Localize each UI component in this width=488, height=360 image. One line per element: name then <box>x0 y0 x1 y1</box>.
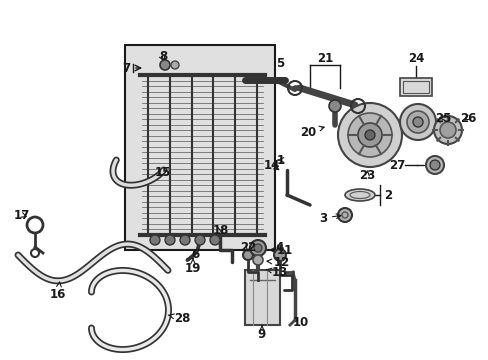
Text: 12: 12 <box>266 256 289 269</box>
Text: 16: 16 <box>50 282 66 302</box>
Circle shape <box>150 235 160 245</box>
Circle shape <box>328 100 340 112</box>
Circle shape <box>364 130 374 140</box>
Text: 28: 28 <box>168 311 190 324</box>
Text: 7: 7 <box>122 62 130 75</box>
Bar <box>399 78 431 96</box>
Circle shape <box>425 156 443 174</box>
Text: 4: 4 <box>275 240 284 253</box>
Text: 19: 19 <box>184 258 201 274</box>
Text: 6: 6 <box>190 248 199 261</box>
Circle shape <box>439 122 455 138</box>
Circle shape <box>253 244 262 252</box>
Circle shape <box>160 60 170 70</box>
Text: 25: 25 <box>434 112 450 125</box>
Text: 13: 13 <box>266 266 287 279</box>
Text: 10: 10 <box>292 315 308 328</box>
Ellipse shape <box>345 189 374 201</box>
Text: 27: 27 <box>388 158 404 171</box>
Circle shape <box>171 61 179 69</box>
Text: 18: 18 <box>212 224 229 237</box>
Text: 22: 22 <box>240 240 256 253</box>
Text: 1: 1 <box>276 153 285 166</box>
Circle shape <box>180 235 190 245</box>
Circle shape <box>429 160 439 170</box>
Circle shape <box>273 249 285 261</box>
Bar <box>402 81 428 93</box>
Circle shape <box>164 235 175 245</box>
Text: 24: 24 <box>407 51 423 64</box>
Text: 11: 11 <box>269 243 292 257</box>
Text: 3: 3 <box>318 212 340 225</box>
Circle shape <box>347 113 391 157</box>
Circle shape <box>357 123 381 147</box>
Circle shape <box>195 235 204 245</box>
Bar <box>125 45 274 250</box>
Text: 15: 15 <box>155 166 171 179</box>
Circle shape <box>249 240 265 256</box>
Bar <box>244 270 280 325</box>
Text: 2: 2 <box>383 189 391 202</box>
Circle shape <box>412 117 422 127</box>
Text: 14: 14 <box>263 158 280 171</box>
Text: 23: 23 <box>358 168 374 181</box>
Circle shape <box>243 250 252 260</box>
Text: 20: 20 <box>299 126 324 139</box>
Circle shape <box>433 116 461 144</box>
Text: 9: 9 <box>257 325 265 342</box>
Circle shape <box>337 103 401 167</box>
Circle shape <box>406 111 428 133</box>
Circle shape <box>209 235 220 245</box>
Circle shape <box>399 104 435 140</box>
Text: 26: 26 <box>459 112 475 125</box>
Circle shape <box>252 255 263 265</box>
Text: 8: 8 <box>159 50 167 63</box>
Circle shape <box>337 208 351 222</box>
Text: 21: 21 <box>316 51 332 64</box>
Text: 5: 5 <box>275 57 284 69</box>
Text: 17: 17 <box>14 208 30 221</box>
